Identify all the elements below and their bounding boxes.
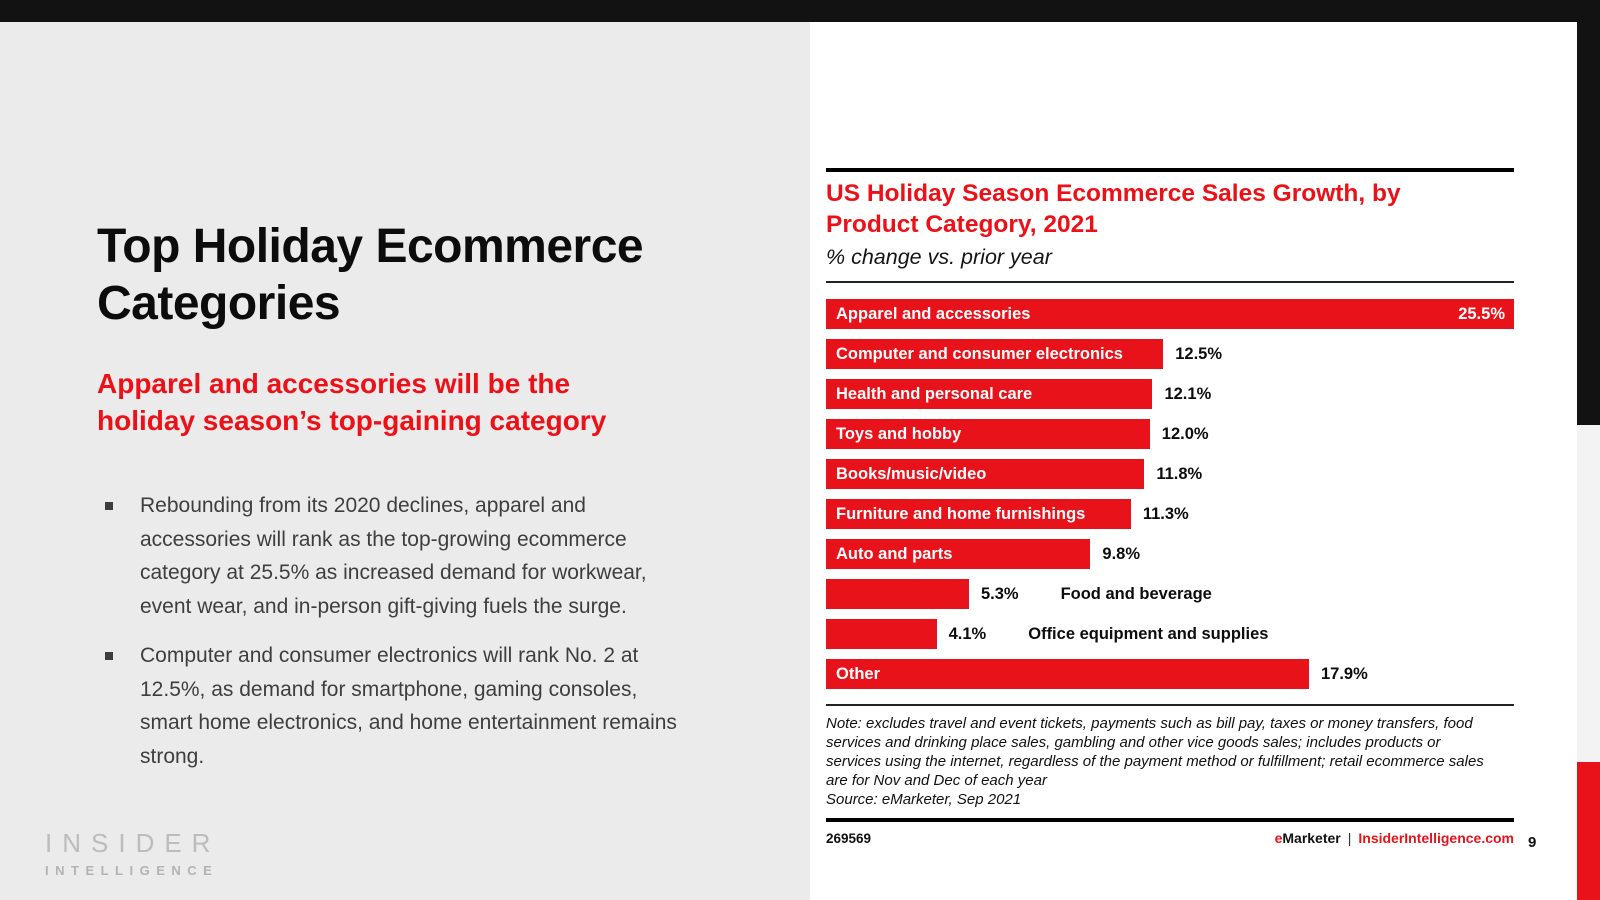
chart-title-line1: US Holiday Season Ecommerce Sales Growth…	[826, 180, 1401, 207]
chart-note-divider	[826, 704, 1514, 706]
chart-top-rule	[826, 168, 1514, 172]
page-title: Top Holiday Ecommerce Categories	[97, 218, 810, 332]
bar-row-computer: Computer and consumer electronics 12.5%	[826, 339, 1514, 369]
bar-health: Health and personal care	[826, 379, 1153, 409]
chart-id: 269569	[826, 830, 872, 846]
bar-value: 11.3%	[1142, 504, 1189, 523]
note-text: Note: excludes travel and event tickets,…	[826, 715, 1484, 789]
chart-bottom-rule	[826, 818, 1514, 822]
bar-label: Auto and parts	[836, 544, 953, 563]
chart-note: Note: excludes travel and event tickets,…	[826, 714, 1486, 809]
logo-line-insider: INSIDER	[45, 828, 221, 858]
source-text: Source: eMarketer, Sep 2021	[826, 791, 1022, 808]
page-number: 9	[1528, 834, 1537, 851]
bar-label: Apparel and accessories	[836, 304, 1031, 323]
top-black-bar	[0, 0, 1600, 22]
right-strip-gray	[1577, 425, 1600, 762]
left-panel: Top Holiday Ecommerce Categories Apparel…	[0, 22, 810, 900]
bar-row-apparel: Apparel and accessories 25.5%	[826, 299, 1514, 329]
bar-row-books: Books/music/video 11.8%	[826, 459, 1514, 489]
bar-row-toys: Toys and hobby 12.0%	[826, 419, 1514, 449]
bar-value: 9.8%	[1102, 544, 1140, 563]
page-subtitle: Apparel and accessories will be the holi…	[97, 365, 810, 439]
chart-footer: 269569 eMarketer | InsiderIntelligence.com	[826, 830, 1514, 846]
chart-content: US Holiday Season Ecommerce Sales Growth…	[826, 168, 1514, 846]
insider-intelligence-logo: INSIDER INTELLIGENCE	[45, 828, 220, 878]
list-item: Computer and consumer electronics will r…	[97, 639, 697, 773]
bar-row-furniture: Furniture and home furnishings 11.3%	[826, 499, 1514, 529]
chart-title: US Holiday Season Ecommerce Sales Growth…	[826, 179, 1514, 240]
chart-subtitle: % change vs. prior year	[826, 245, 1052, 269]
brand-site: InsiderIntelligence.com	[1358, 830, 1514, 846]
chart-header-divider	[826, 281, 1514, 283]
emarketer-e: e	[1274, 830, 1283, 846]
bar-label: Health and personal care	[836, 384, 1033, 403]
bullet-list: Rebounding from its 2020 declines, appar…	[97, 489, 697, 773]
bar-label: Food and beverage	[1060, 584, 1212, 603]
bullet-square-icon	[105, 502, 113, 510]
bar-label: Other	[836, 664, 881, 683]
bullet-square-icon	[105, 652, 113, 660]
bar-computer: Computer and consumer electronics	[826, 339, 1164, 369]
bar-value: 25.5%	[1458, 304, 1505, 323]
bar-row-food: 5.3% Food and beverage	[826, 579, 1514, 609]
bar-row-office: 4.1% Office equipment and supplies	[826, 619, 1514, 649]
bar-row-other: Other 17.9%	[826, 659, 1514, 689]
bar-label: Office equipment and supplies	[1028, 624, 1269, 643]
right-edge-strip	[1577, 0, 1600, 900]
brand-line: eMarketer | InsiderIntelligence.com	[1275, 830, 1514, 846]
bar-other: Other	[826, 659, 1309, 689]
bullet-text-1: Rebounding from its 2020 declines, appar…	[140, 494, 647, 618]
bar-value: 11.8%	[1156, 464, 1203, 483]
bar-value: 4.1%	[948, 624, 987, 643]
bar-value: 12.5%	[1175, 344, 1223, 363]
list-item: Rebounding from its 2020 declines, appar…	[97, 489, 697, 623]
page-title-line2: Categories	[97, 277, 341, 330]
bar-row-auto: Auto and parts 9.8%	[826, 539, 1514, 569]
bar-books: Books/music/video	[826, 459, 1145, 489]
bar-food	[826, 579, 969, 609]
bar-value: 5.3%	[980, 584, 1019, 603]
chart-panel: US Holiday Season Ecommerce Sales Growth…	[810, 22, 1577, 900]
page-title-line1: Top Holiday Ecommerce	[97, 220, 644, 273]
bar-label: Furniture and home furnishings	[836, 504, 1086, 523]
bar-toys: Toys and hobby	[826, 419, 1150, 449]
chart-title-line2: Product Category, 2021	[826, 210, 1098, 238]
emarketer-rest: Marketer	[1282, 830, 1341, 846]
bar-auto: Auto and parts	[826, 539, 1091, 569]
bar-chart: Apparel and accessories 25.5% Computer a…	[826, 299, 1514, 689]
bar-label: Toys and hobby	[836, 424, 962, 443]
bar-label: Computer and consumer electronics	[836, 344, 1123, 363]
bar-value: 17.9%	[1320, 664, 1368, 683]
brand-separator: |	[1347, 830, 1352, 846]
bullet-text-2: Computer and consumer electronics will r…	[140, 644, 677, 768]
left-content: Top Holiday Ecommerce Categories Apparel…	[0, 22, 810, 773]
bar-value: 12.1%	[1164, 384, 1212, 403]
bar-label: Books/music/video	[836, 464, 987, 483]
page-subtitle-line2: holiday season’s top-gaining category	[97, 405, 607, 436]
right-strip-black	[1577, 0, 1600, 425]
bar-furniture: Furniture and home furnishings	[826, 499, 1131, 529]
right-strip-red	[1577, 762, 1600, 900]
page-subtitle-line1: Apparel and accessories will be the	[97, 368, 571, 399]
bar-row-health: Health and personal care 12.1%	[826, 379, 1514, 409]
bar-value: 12.0%	[1161, 424, 1209, 443]
bar-office	[826, 619, 937, 649]
logo-line-intelligence: INTELLIGENCE	[45, 863, 219, 878]
bar-apparel: Apparel and accessories 25.5%	[826, 299, 1514, 329]
